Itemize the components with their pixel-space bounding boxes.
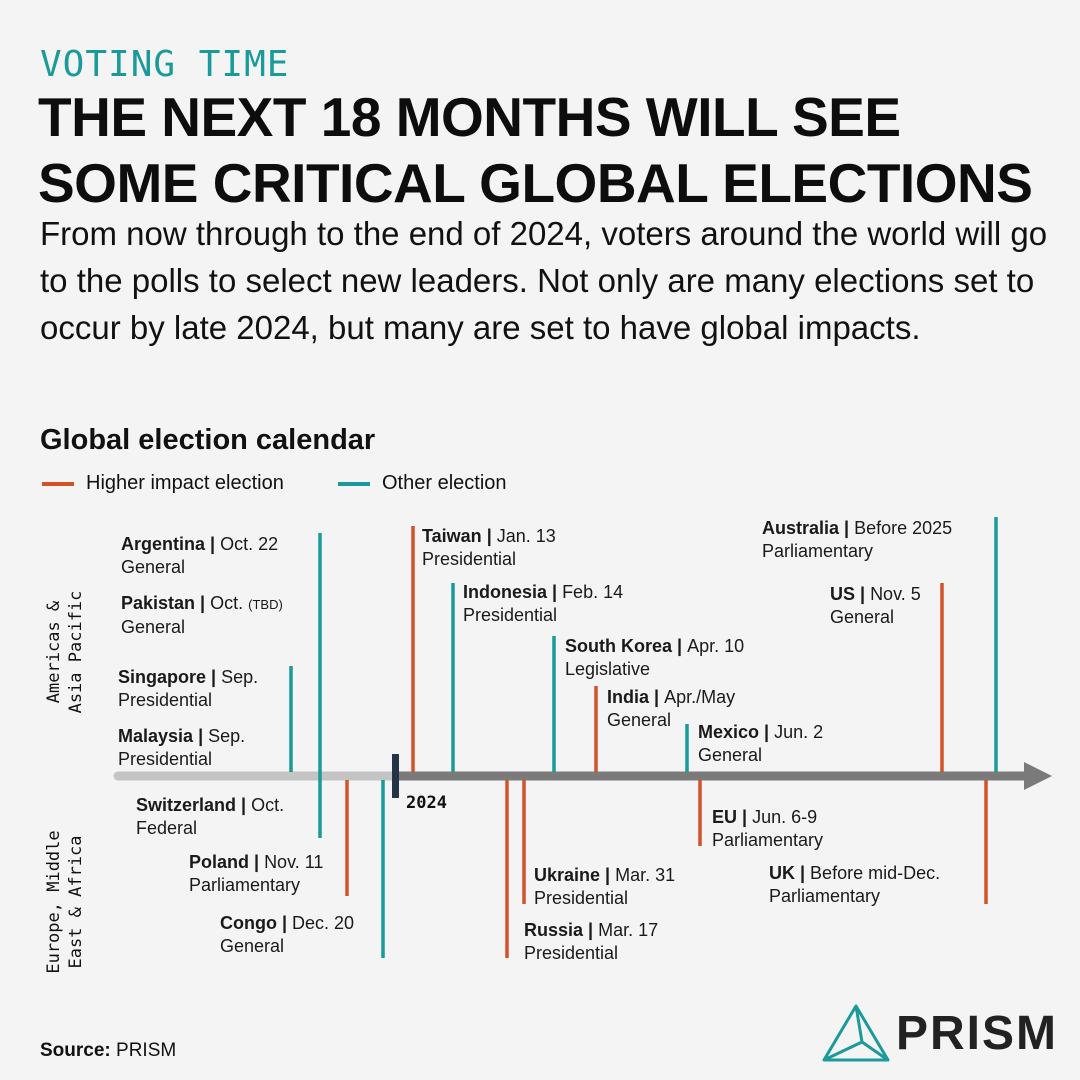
legend-higher-label: Higher impact election (86, 472, 284, 494)
election-date: Nov. 11 (264, 852, 324, 872)
election-date: Before mid-Dec. (810, 863, 941, 883)
country-name: India (607, 687, 650, 707)
subtitle: From now through to the end of 2024, vot… (40, 215, 1048, 346)
election-type: Presidential (118, 690, 213, 710)
election-date: Before 2025 (854, 518, 953, 538)
legend-other: Other election (338, 472, 507, 495)
election-date: Jan. 13 (496, 526, 556, 546)
legend-other-swatch (338, 481, 370, 486)
country-name: EU (712, 807, 738, 827)
election-type: Parliamentary (769, 886, 881, 906)
election-type: Parliamentary (189, 875, 301, 895)
election-india: India | Apr./May General (607, 687, 736, 730)
election-type: Parliamentary (762, 541, 874, 561)
legend-other-label: Other election (382, 472, 507, 494)
election-type: General (121, 617, 186, 637)
election-date: Apr./May (664, 687, 736, 707)
election-date: Sep. (208, 726, 246, 746)
election-type: Presidential (118, 749, 213, 769)
year-marker-tick (392, 754, 399, 798)
election-uk: UK | Before mid-Dec. Parliamentary (769, 863, 941, 906)
country-name: Congo (220, 913, 277, 933)
country-name: Argentina (121, 534, 206, 554)
election-south-korea: South Korea | Apr. 10 Legislative (565, 636, 745, 679)
headline-line-2: SOME CRITICAL GLOBAL ELECTIONS (38, 152, 1033, 214)
prism-logo-wordmark: PRISM (896, 1007, 1059, 1060)
election-type: General (698, 745, 763, 765)
election-malaysia: Malaysia | Sep. Presidential (118, 726, 246, 769)
election-congo: Congo | Dec. 20 General (220, 913, 355, 956)
election-date: Jun. 6-9 (752, 807, 818, 827)
election-poland: Poland | Nov. 11 Parliamentary (189, 852, 324, 895)
prism-triangle-icon (822, 1004, 890, 1062)
election-date: Feb. 14 (562, 582, 624, 602)
election-type: General (830, 607, 895, 627)
election-switzerland: Switzerland | Oct. Federal (136, 795, 285, 838)
election-date-note: (TBD) (248, 597, 283, 612)
election-type: Presidential (534, 888, 629, 908)
country-name: Russia (524, 920, 584, 940)
timeline-arrow-icon (1024, 762, 1052, 790)
election-indonesia: Indonesia | Feb. 14 Presidential (463, 582, 624, 625)
election-mexico: Mexico | Jun. 2 General (698, 722, 824, 765)
calendar-title: Global election calendar (40, 424, 376, 456)
country-name: Singapore (118, 667, 207, 687)
election-argentina: Argentina | Oct. 22 General (121, 534, 279, 577)
country-name: Ukraine (534, 865, 601, 885)
source-value: PRISM (116, 1040, 177, 1061)
election-type: Federal (136, 818, 198, 838)
country-name: Poland (189, 852, 250, 872)
election-singapore: Singapore | Sep. Presidential (118, 667, 259, 710)
source-credit: Source: PRISM (40, 1040, 176, 1062)
election-date: Oct. 22 (220, 534, 279, 554)
election-ukraine: Ukraine | Mar. 31 Presidential (534, 865, 676, 908)
country-name: Mexico (698, 722, 760, 742)
country-name: UK (769, 863, 795, 883)
election-type: Presidential (463, 605, 558, 625)
country-name: South Korea (565, 636, 673, 656)
election-date: Oct. (210, 593, 244, 613)
election-type: Presidential (422, 549, 517, 569)
election-type: General (121, 557, 186, 577)
election-us: US | Nov. 5 General (830, 584, 921, 627)
country-name: US (830, 584, 856, 604)
country-name: Pakistan (121, 593, 196, 613)
election-type: Parliamentary (712, 830, 824, 850)
country-name: Switzerland (136, 795, 237, 815)
election-date: Mar. 31 (615, 865, 676, 885)
election-russia: Russia | Mar. 17 Presidential (524, 920, 659, 963)
source-label: Source: (40, 1040, 111, 1061)
election-date: Sep. (221, 667, 259, 687)
headline: THE NEXT 18 MONTHS WILL SEE SOME CRITICA… (38, 84, 1058, 216)
election-type: General (607, 710, 672, 730)
election-date: Mar. 17 (598, 920, 659, 940)
election-australia: Australia | Before 2025 Parliamentary (762, 518, 953, 561)
country-name: Taiwan (422, 526, 482, 546)
headline-line-1: THE NEXT 18 MONTHS WILL SEE (38, 86, 901, 148)
country-name: Malaysia (118, 726, 194, 746)
election-date: Jun. 2 (774, 722, 824, 742)
year-marker-label: 2024 (406, 793, 447, 813)
country-name: Australia (762, 518, 840, 538)
kicker: VOTING TIME (40, 44, 290, 85)
legend-higher-swatch (42, 481, 74, 486)
election-type: General (220, 936, 285, 956)
election-date: Apr. 10 (687, 636, 745, 656)
election-date: Dec. 20 (292, 913, 355, 933)
election-eu: EU | Jun. 6-9 Parliamentary (712, 807, 824, 850)
election-taiwan: Taiwan | Jan. 13 Presidential (422, 526, 556, 569)
election-pakistan: Pakistan | Oct. (TBD) General (121, 593, 283, 637)
election-type: Legislative (565, 659, 651, 679)
election-date: Nov. 5 (870, 584, 921, 604)
election-type: Presidential (524, 943, 619, 963)
election-date: Oct. (251, 795, 285, 815)
legend-higher: Higher impact election (42, 472, 284, 495)
country-name: Indonesia (463, 582, 548, 602)
